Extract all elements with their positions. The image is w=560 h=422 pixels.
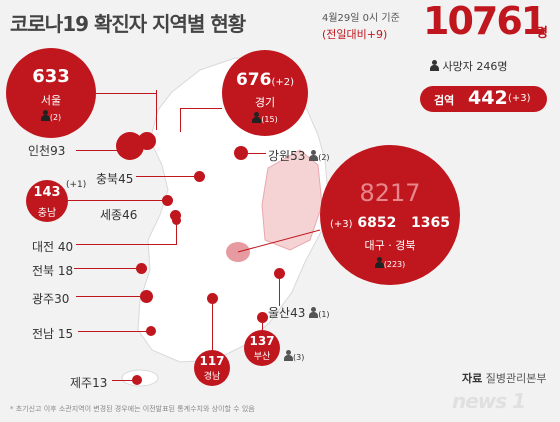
sejong-label: 세종46 bbox=[100, 208, 138, 222]
chungbuk-dot bbox=[194, 171, 205, 182]
seoul-connector-v bbox=[156, 90, 157, 130]
person-icon bbox=[374, 257, 384, 268]
ulsan-dot bbox=[274, 268, 285, 279]
quarantine-value: 442 bbox=[468, 87, 508, 109]
jeonnam-label: 전남 15 bbox=[32, 327, 74, 341]
incheon-connector bbox=[76, 150, 118, 151]
gangwon-connector bbox=[248, 153, 266, 154]
news1-logo: news 1 bbox=[452, 389, 526, 413]
total-count: 10761 bbox=[423, 0, 547, 43]
seoul-value: 633 bbox=[32, 66, 70, 87]
daegu-gyeongbuk-total: 8217 bbox=[359, 179, 421, 207]
gyeonggi-deaths: (15) bbox=[222, 112, 308, 124]
gyeonggi-value-line: 676(+2) bbox=[235, 70, 295, 90]
daily-change: (전일대비+9) bbox=[322, 28, 388, 41]
total-unit: 명 bbox=[536, 26, 548, 41]
gyeongnam-name: 경남 bbox=[203, 372, 221, 382]
footnote: * 초기신고 이후 소관지역이 변경된 경우에는 이전발표된 통계수치와 상이할… bbox=[10, 405, 255, 413]
date-text: 4월29일 0시 기준 bbox=[322, 13, 400, 24]
chungnam-value: 143 bbox=[33, 185, 61, 200]
gyeonggi-circle: 676(+2) 경기 (15) bbox=[222, 50, 308, 136]
ulsan-connector bbox=[279, 278, 280, 306]
incheon-dot bbox=[116, 132, 144, 160]
daegu-gyeongbuk-values: (+3) 6852 1365 bbox=[330, 215, 450, 231]
chungnam-dot bbox=[162, 195, 173, 206]
jeonbuk-connector bbox=[74, 268, 138, 269]
chungnam-change: (+1) bbox=[66, 180, 87, 190]
busan-name: 부산 bbox=[253, 352, 271, 362]
busan-connector bbox=[262, 318, 263, 330]
person-icon bbox=[40, 110, 50, 121]
jeonnam-connector bbox=[78, 331, 148, 332]
jeonbuk-dot bbox=[136, 263, 147, 274]
jeonnam-dot bbox=[146, 326, 156, 336]
busan-deaths: (3) bbox=[284, 350, 304, 362]
person-icon bbox=[309, 307, 319, 318]
chungnam-connector bbox=[68, 200, 164, 201]
jeju-label: 제주13 bbox=[70, 376, 108, 390]
daegu-gyeongbuk-names: 대구 · 경북 bbox=[364, 239, 416, 252]
seoul-deaths: (2) bbox=[6, 110, 96, 122]
gwangju-connector bbox=[76, 296, 140, 297]
gyeongnam-circle: 117 경남 bbox=[194, 350, 230, 386]
chungbuk-label: 충북45 bbox=[96, 172, 134, 186]
quarantine-change: (+3) bbox=[508, 93, 531, 104]
jeju-connector bbox=[112, 380, 132, 381]
person-icon bbox=[252, 112, 262, 123]
quarantine-badge: 검역 442 (+3) bbox=[420, 86, 547, 112]
chungbuk-connector bbox=[136, 176, 196, 177]
chungnam-circle: 143 충남 bbox=[26, 180, 68, 222]
sejong-dot bbox=[170, 210, 181, 221]
gangwon-label: 강원53 (2) bbox=[268, 149, 330, 163]
gangwon-dot bbox=[234, 146, 248, 160]
person-icon bbox=[284, 350, 293, 361]
person-icon bbox=[430, 60, 439, 71]
page-title: 코로나19 확진자 지역별 현황 bbox=[10, 12, 246, 36]
seoul-name: 서울 bbox=[40, 94, 62, 107]
busan-value: 137 bbox=[249, 334, 275, 348]
jeju-dot bbox=[132, 375, 142, 385]
gyeongbuk-highlight bbox=[261, 149, 323, 251]
daejeon-connector bbox=[76, 244, 176, 245]
gyeongnam-dot bbox=[207, 293, 218, 304]
deaths-label: 사망자 246명 bbox=[442, 60, 508, 73]
daejeon-label: 대전 40 bbox=[32, 240, 74, 254]
gyeonggi-connector bbox=[180, 108, 222, 109]
busan-circle: 137 부산 bbox=[244, 330, 280, 366]
gwangju-dot bbox=[140, 290, 153, 303]
gyeongnam-connector bbox=[212, 300, 213, 350]
chungnam-name: 충남 bbox=[37, 208, 57, 219]
gyeonggi-connector-v bbox=[180, 108, 181, 132]
busan-dot bbox=[257, 312, 268, 323]
jeonbuk-label: 전북 18 bbox=[32, 264, 74, 278]
incheon-label: 인천93 bbox=[28, 144, 66, 158]
daejeon-dot bbox=[172, 216, 181, 225]
gyeongnam-value: 117 bbox=[199, 354, 225, 368]
source-text: 자료 질병관리본부 bbox=[462, 372, 547, 385]
seoul-connector bbox=[96, 93, 156, 94]
person-icon bbox=[309, 150, 319, 161]
quarantine-label: 검역 bbox=[434, 94, 455, 107]
deaths-text: 사망자 246명 bbox=[430, 58, 507, 74]
daegu-gyeongbuk-deaths: (223) bbox=[320, 257, 460, 269]
gyeonggi-name: 경기 bbox=[254, 96, 276, 109]
daejeon-connector-v bbox=[176, 222, 177, 245]
ulsan-label: 울산43 (1) bbox=[268, 306, 330, 320]
gwangju-label: 광주30 bbox=[32, 292, 70, 306]
daegu-gyeongbuk-circle: 8217 (+3) 6852 1365 대구 · 경북 (223) bbox=[320, 145, 460, 285]
seoul-circle: 633 서울 (2) bbox=[6, 48, 96, 138]
